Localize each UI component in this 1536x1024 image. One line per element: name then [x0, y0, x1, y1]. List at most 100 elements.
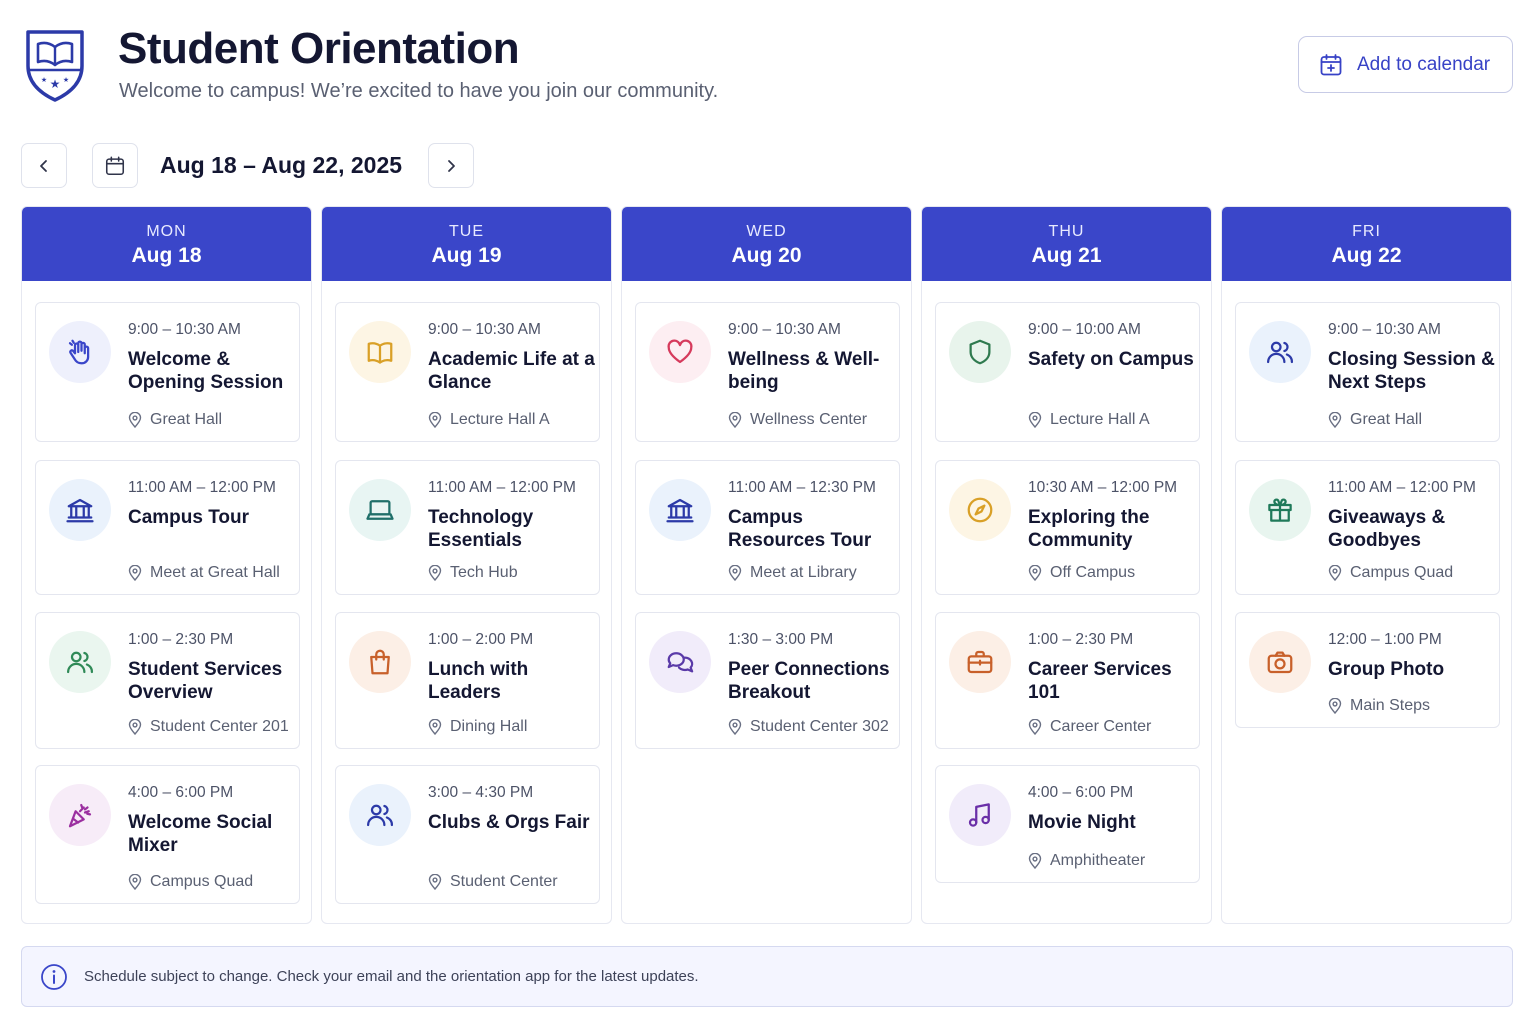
- day-date: Aug 19: [431, 243, 502, 267]
- event-time: 1:00 – 2:30 PM: [1028, 631, 1134, 648]
- waving-hand-icon: [49, 321, 111, 383]
- event-location-text: Amphitheater: [1050, 852, 1146, 869]
- svg-text:★: ★: [63, 76, 69, 84]
- event-location-text: Lecture Hall A: [450, 411, 550, 428]
- location-pin-icon: [428, 874, 442, 890]
- event-location: Student Center 302: [728, 718, 889, 736]
- event-location-text: Campus Quad: [1350, 564, 1454, 581]
- location-pin-icon: [128, 412, 142, 428]
- event-time: 4:00 – 6:00 PM: [128, 784, 234, 801]
- event-card[interactable]: 11:00 AM – 12:30 PM Campus Resources Tou…: [635, 460, 900, 595]
- event-title: Student Services Overview: [128, 659, 283, 703]
- day-column-wed: WED Aug 20 9:00 – 10:30 AM Wellness & We…: [621, 206, 912, 924]
- day-header: WED Aug 20: [622, 207, 911, 281]
- next-week-button[interactable]: [428, 143, 474, 188]
- chevron-right-icon: [448, 159, 455, 172]
- location-pin-icon: [128, 874, 142, 890]
- event-location: Student Center: [428, 873, 558, 891]
- event-card[interactable]: 10:30 AM – 12:00 PM Exploring the Commun…: [935, 460, 1200, 595]
- location-pin-icon: [1028, 565, 1042, 581]
- event-location: Meet at Great Hall: [128, 564, 280, 582]
- laptop-icon: [349, 479, 411, 541]
- users-icon: [49, 631, 111, 693]
- event-location: Wellness Center: [728, 411, 867, 429]
- event-location: Career Center: [1028, 718, 1151, 736]
- event-location: Main Steps: [1328, 697, 1430, 715]
- calendar-picker-button[interactable]: [92, 143, 138, 188]
- event-card[interactable]: 9:00 – 10:30 AM Welcome & Opening Sessio…: [35, 302, 300, 442]
- heart-icon: [649, 321, 711, 383]
- event-card[interactable]: 9:00 – 10:30 AM Wellness & Well-being We…: [635, 302, 900, 442]
- event-title: Welcome & Opening Session: [128, 349, 284, 393]
- event-card[interactable]: 12:00 – 1:00 PM Group Photo Main Steps: [1235, 612, 1500, 728]
- event-card[interactable]: 11:00 AM – 12:00 PM Giveaways & Goodbyes…: [1235, 460, 1500, 595]
- day-name: WED: [746, 222, 787, 240]
- event-location-text: Great Hall: [150, 411, 223, 428]
- event-location-text: Main Steps: [1350, 697, 1431, 714]
- location-pin-icon: [1028, 853, 1042, 869]
- book-icon: [349, 321, 411, 383]
- event-card[interactable]: 9:00 – 10:30 AM Closing Session & Next S…: [1235, 302, 1500, 442]
- svg-text:★: ★: [50, 77, 61, 91]
- event-title: Wellness & Well-being: [728, 349, 880, 393]
- event-card[interactable]: 1:30 – 3:00 PM Peer Connections Breakout…: [635, 612, 900, 749]
- schedule-notice: Schedule subject to change. Check your e…: [21, 946, 1513, 1007]
- notice-text: Schedule subject to change. Check your e…: [84, 968, 699, 985]
- event-title: Clubs & Orgs Fair: [428, 812, 590, 833]
- event-title: Welcome Social Mixer: [128, 812, 273, 856]
- location-pin-icon: [428, 565, 442, 581]
- day-header: THU Aug 21: [922, 207, 1211, 281]
- event-time: 9:00 – 10:30 AM: [128, 321, 241, 338]
- location-pin-icon: [428, 719, 442, 735]
- event-time: 11:00 AM – 12:00 PM: [428, 479, 576, 496]
- event-card[interactable]: 1:00 – 2:30 PM Student Services Overview…: [35, 612, 300, 749]
- event-title: Giveaways & Goodbyes: [1328, 507, 1446, 551]
- shield-book-icon: ★ ★ ★: [26, 30, 84, 102]
- camera-icon: [1249, 631, 1311, 693]
- event-time: 9:00 – 10:30 AM: [728, 321, 841, 338]
- previous-week-button[interactable]: [21, 143, 67, 188]
- event-location-text: Lecture Hall A: [1050, 411, 1150, 428]
- event-location-text: Off Campus: [1050, 564, 1136, 581]
- page-title: Student Orientation: [118, 24, 520, 73]
- location-pin-icon: [428, 412, 442, 428]
- event-title: Movie Night: [1028, 812, 1136, 833]
- event-time: 12:00 – 1:00 PM: [1328, 631, 1442, 648]
- event-title: Campus Tour: [128, 507, 250, 528]
- event-card[interactable]: 11:00 AM – 12:00 PM Technology Essential…: [335, 460, 600, 595]
- event-time: 9:00 – 10:30 AM: [1328, 321, 1441, 338]
- event-time: 9:00 – 10:30 AM: [428, 321, 541, 338]
- event-time: 10:30 AM – 12:00 PM: [1028, 479, 1178, 496]
- chevron-left-icon: [40, 159, 47, 172]
- event-time: 9:00 – 10:00 AM: [1028, 321, 1141, 338]
- event-card[interactable]: 11:00 AM – 12:00 PM Campus Tour Meet at …: [35, 460, 300, 595]
- add-to-calendar-label: Add to calendar: [1357, 53, 1491, 75]
- music-icon: [949, 784, 1011, 846]
- event-location: Great Hall: [128, 411, 222, 429]
- location-pin-icon: [1328, 565, 1342, 581]
- day-name: TUE: [449, 222, 484, 240]
- building-icon: [649, 479, 711, 541]
- event-time: 1:00 – 2:00 PM: [428, 631, 534, 648]
- event-card[interactable]: 9:00 – 10:00 AM Safety on Campus Lecture…: [935, 302, 1200, 442]
- event-card[interactable]: 4:00 – 6:00 PM Movie Night Amphitheater: [935, 765, 1200, 883]
- event-title: Career Services 101: [1028, 659, 1172, 703]
- event-card[interactable]: 4:00 – 6:00 PM Welcome Social Mixer Camp…: [35, 765, 300, 904]
- event-card[interactable]: 9:00 – 10:30 AM Academic Life at a Glanc…: [335, 302, 600, 442]
- calendar-plus-icon: [1320, 53, 1342, 75]
- day-date: Aug 21: [1031, 243, 1102, 267]
- event-location-text: Dining Hall: [450, 718, 528, 735]
- event-title: Peer Connections Breakout: [728, 659, 890, 703]
- location-pin-icon: [1328, 412, 1342, 428]
- event-location: Tech Hub: [428, 564, 518, 582]
- event-time: 3:00 – 4:30 PM: [428, 784, 534, 801]
- day-date: Aug 20: [731, 243, 802, 267]
- shield-icon: [949, 321, 1011, 383]
- event-location: Dining Hall: [428, 718, 527, 736]
- event-location-text: Career Center: [1050, 718, 1152, 735]
- event-card[interactable]: 3:00 – 4:30 PM Clubs & Orgs Fair Student…: [335, 765, 600, 904]
- add-to-calendar-button[interactable]: Add to calendar: [1298, 36, 1513, 93]
- event-card[interactable]: 1:00 – 2:30 PM Career Services 101 Caree…: [935, 612, 1200, 749]
- event-location-text: Wellness Center: [750, 411, 868, 428]
- event-card[interactable]: 1:00 – 2:00 PM Lunch with Leaders Dining…: [335, 612, 600, 749]
